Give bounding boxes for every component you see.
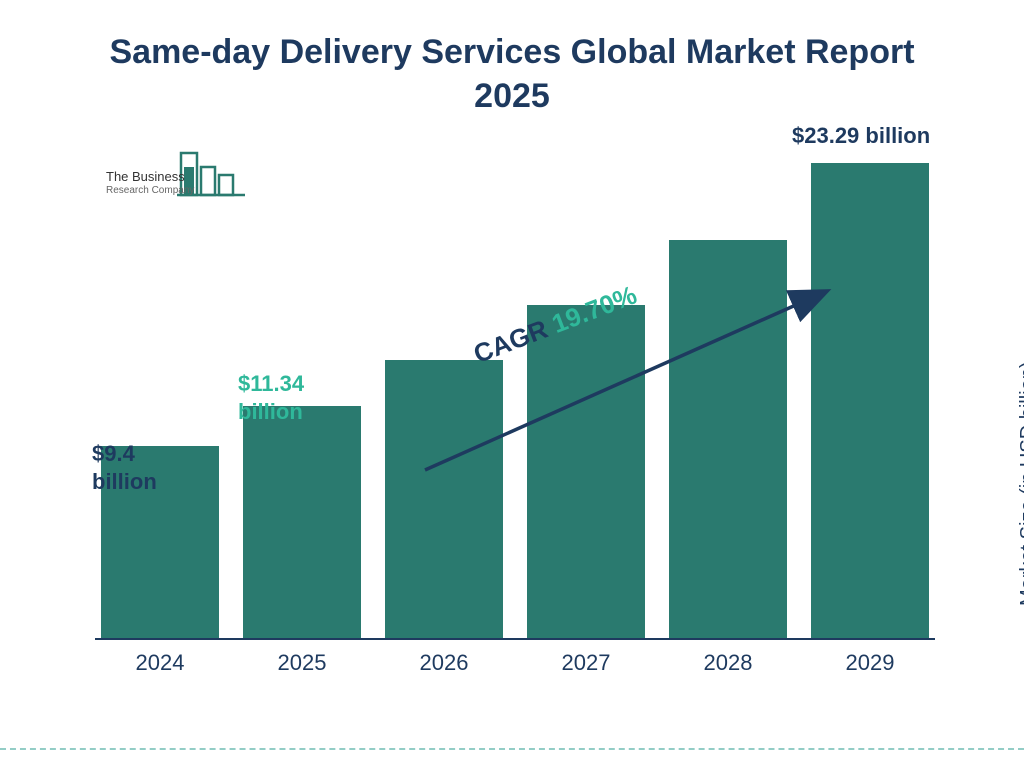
x-tick-label: 2027 [562, 650, 611, 676]
bar-value-label: $9.4 billion [92, 440, 202, 495]
footer-divider [0, 748, 1024, 750]
x-tick-label: 2024 [136, 650, 185, 676]
bar-value-label: $23.29 billion [792, 122, 992, 150]
bar [243, 406, 361, 638]
bar-group: 2028 [663, 240, 793, 638]
x-tick-label: 2028 [704, 650, 753, 676]
x-tick-label: 2026 [420, 650, 469, 676]
bar-group: 2025 [237, 406, 367, 638]
x-tick-label: 2029 [846, 650, 895, 676]
chart-title: Same-day Delivery Services Global Market… [0, 30, 1024, 118]
y-axis-label: Market Size (in USD billion) [1018, 362, 1024, 607]
bar-value-label: $11.34 billion [238, 370, 358, 425]
bar [527, 305, 645, 638]
bar-group: 2029 [805, 163, 935, 639]
bar [811, 163, 929, 639]
bar [385, 360, 503, 638]
bar-plot: 202420252026202720282029 [95, 150, 935, 640]
x-tick-label: 2025 [278, 650, 327, 676]
bar-group: 2026 [379, 360, 509, 638]
bar [669, 240, 787, 638]
chart-container: 202420252026202720282029 CAGR 19.70% [95, 150, 935, 690]
bar-group: 2027 [521, 305, 651, 638]
